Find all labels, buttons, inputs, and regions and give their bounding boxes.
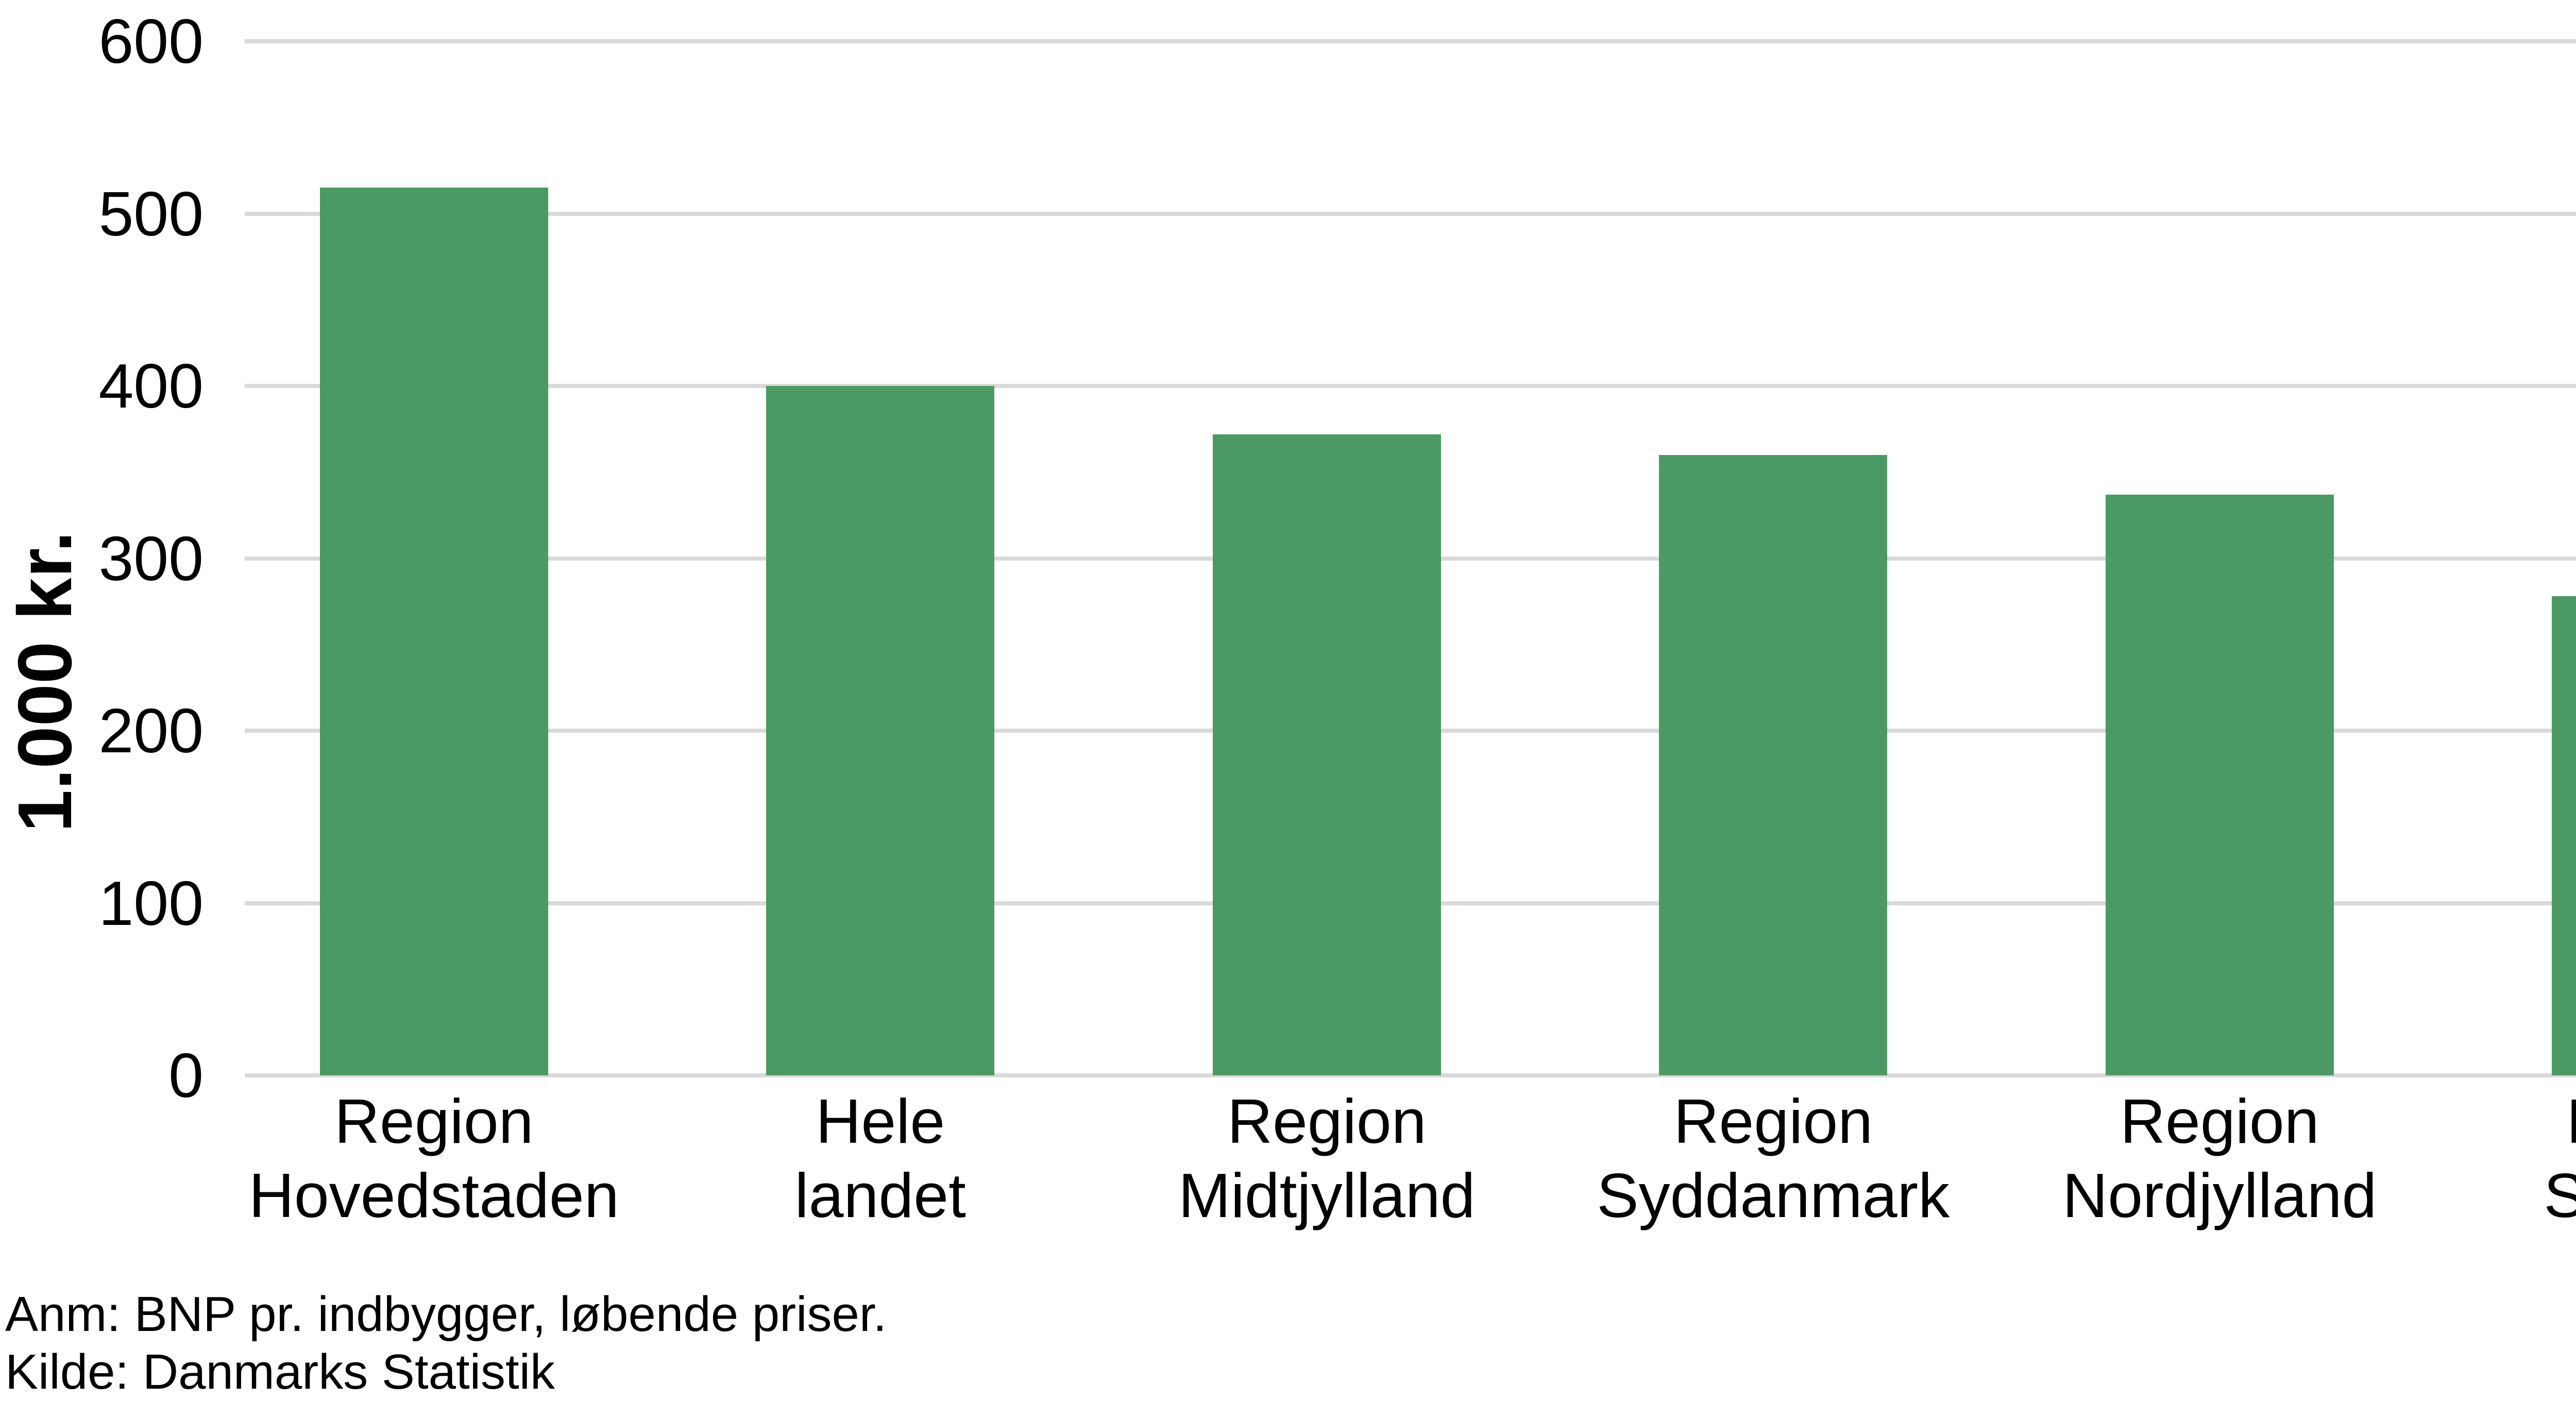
x-axis-category-labels: Region Hovedstaden Hele landet Region Midtjyl…: [211, 1085, 2576, 1233]
bar-region-midtjylland: [1212, 434, 1441, 1075]
x-category-label-line: landet: [794, 1160, 966, 1230]
bar-series: [211, 41, 2576, 1075]
bar-slot: [2443, 41, 2576, 1075]
x-category-label-line: Region: [2443, 1085, 2576, 1159]
bar-slot: [657, 41, 1104, 1075]
gridline-500: [245, 211, 2576, 216]
y-tick-label-200: 200: [98, 696, 204, 766]
y-tick-label-300: 300: [98, 523, 204, 594]
bar-region-nordjylland: [2105, 494, 2334, 1075]
plot-area: [245, 39, 2576, 1077]
x-category-label-line: Hovedstaden: [248, 1160, 619, 1230]
x-category-label: RegionSjælland: [2443, 1085, 2576, 1233]
x-category-label-line: Sjælland: [2544, 1160, 2576, 1230]
y-tick-label-100: 100: [98, 868, 204, 938]
gridline-400: [245, 384, 2576, 388]
y-tick-label-400: 400: [98, 351, 204, 421]
x-category-label-line: Region: [1227, 1086, 1427, 1156]
y-tick-label-600: 600: [98, 6, 204, 76]
bar-hele-landet: [766, 386, 995, 1075]
x-category-label-line: Midtjylland: [1178, 1160, 1476, 1230]
x-category-label: Hele landet: [657, 1085, 1104, 1233]
chart-note-annotation: Anm: BNP pr. indbygger, løbende priser.: [5, 1287, 887, 1342]
x-category-label-line: Region: [334, 1086, 534, 1156]
x-category-label-line: Hele: [816, 1086, 945, 1156]
x-category-label: Region Nordjylland: [1996, 1085, 2443, 1233]
y-tick-label-500: 500: [98, 178, 204, 249]
x-category-label-line: Region: [2120, 1086, 2319, 1156]
x-category-label: Region Midtjylland: [1104, 1085, 1550, 1233]
chart-footnotes: Anm: BNP pr. indbygger, løbende priser. …: [5, 1286, 887, 1402]
gridline-600: [245, 39, 2576, 43]
bar-slot: [1996, 41, 2443, 1075]
gridline-0: [245, 1073, 2576, 1077]
bar-region-hovedstaden: [319, 188, 548, 1075]
chart-note-source: Kilde: Danmarks Statistik: [5, 1344, 555, 1400]
bar-slot: [211, 41, 657, 1075]
bar-region-syddanmark: [1659, 454, 1888, 1075]
x-category-label-line: Syddanmark: [1597, 1160, 1950, 1230]
y-axis-tick-labels: 0 100 200 300 400 500 600: [0, 10, 204, 1107]
x-category-label-line: Nordjylland: [2062, 1160, 2377, 1230]
bar-slot: [1550, 41, 1997, 1075]
x-category-label: Region Syddanmark: [1550, 1085, 1997, 1233]
bar-slot: [1104, 41, 1550, 1075]
y-tick-label-0: 0: [168, 1040, 204, 1110]
bar-region-sjælland: [2552, 596, 2576, 1075]
x-category-label: Region Hovedstaden: [211, 1085, 657, 1233]
x-category-label-line: Region: [1673, 1086, 1873, 1156]
